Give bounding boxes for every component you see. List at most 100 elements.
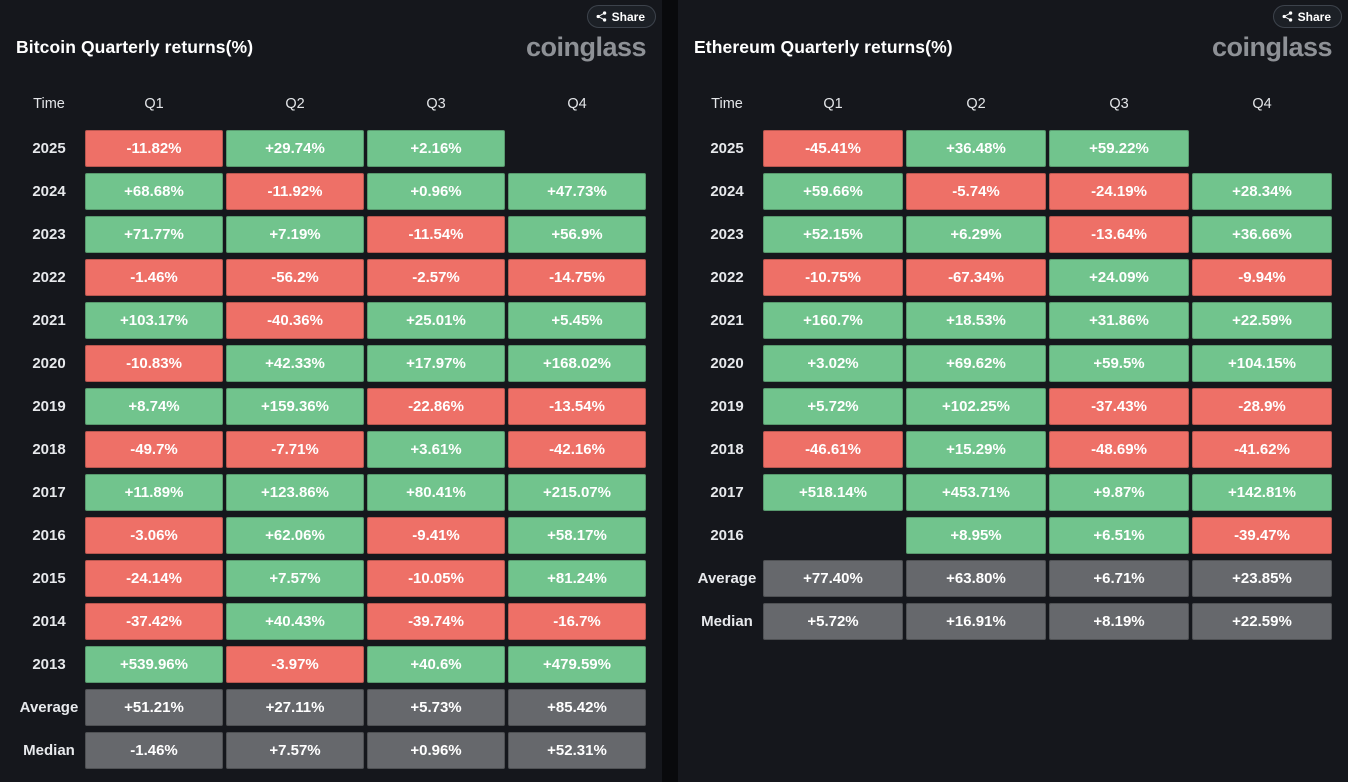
- return-cell: -41.62%: [1192, 431, 1332, 468]
- share-button[interactable]: Share: [1272, 5, 1342, 28]
- return-cell: +5.45%: [508, 302, 646, 339]
- share-button[interactable]: Share: [586, 5, 656, 28]
- table-row: Median +5.72% +16.91% +8.19% +22.59%: [694, 603, 1332, 640]
- row-label: 2019: [32, 398, 66, 415]
- return-cell: +22.59%: [1192, 603, 1332, 640]
- return-cell: -10.83%: [85, 345, 223, 382]
- return-cell: +36.48%: [906, 130, 1046, 167]
- return-cell: +47.73%: [508, 173, 646, 210]
- column-header-time: Time: [711, 96, 743, 112]
- return-cell: -1.46%: [85, 259, 223, 296]
- table-row: 2016 -3.06% +62.06% -9.41% +58.17%: [16, 517, 646, 554]
- table-row: 2020 +3.02% +69.62% +59.5% +104.15%: [694, 345, 1332, 382]
- table-header: Time Q1 Q2 Q3 Q4: [694, 94, 1332, 114]
- return-cell: +59.5%: [1049, 345, 1189, 382]
- return-cell: +7.57%: [226, 732, 364, 769]
- row-label: 2016: [32, 527, 66, 544]
- table-row: 2022 -10.75% -67.34% +24.09% -9.94%: [694, 259, 1332, 296]
- return-cell: +6.51%: [1049, 517, 1189, 554]
- return-cell: +7.57%: [226, 560, 364, 597]
- return-cell: +68.68%: [85, 173, 223, 210]
- row-label: 2019: [710, 398, 744, 415]
- return-cell: -49.7%: [85, 431, 223, 468]
- return-cell: +36.66%: [1192, 216, 1332, 253]
- return-cell: -39.47%: [1192, 517, 1332, 554]
- page-title: Bitcoin Quarterly returns(%): [16, 36, 254, 57]
- return-cell: -67.34%: [906, 259, 1046, 296]
- table-row: 2014 -37.42% +40.43% -39.74% -16.7%: [16, 603, 646, 640]
- return-cell: +29.74%: [226, 130, 364, 167]
- return-cell: -22.86%: [367, 388, 505, 425]
- return-cell: -28.9%: [1192, 388, 1332, 425]
- return-cell: +25.01%: [367, 302, 505, 339]
- table-row: 2023 +52.15% +6.29% -13.64% +36.66%: [694, 216, 1332, 253]
- return-cell: -39.74%: [367, 603, 505, 640]
- row-label: 2024: [710, 183, 744, 200]
- return-cell: +2.16%: [367, 130, 505, 167]
- return-cell: +16.91%: [906, 603, 1046, 640]
- return-cell: +11.89%: [85, 474, 223, 511]
- return-cell: +22.59%: [1192, 302, 1332, 339]
- return-cell: +8.19%: [1049, 603, 1189, 640]
- return-cell: -2.57%: [367, 259, 505, 296]
- panel-header: Bitcoin Quarterly returns(%) coinglass: [16, 0, 647, 61]
- column-header-q1: Q1: [823, 96, 843, 112]
- return-cell: -48.69%: [1049, 431, 1189, 468]
- return-cell: -9.41%: [367, 517, 505, 554]
- row-label: Average: [697, 570, 757, 587]
- return-cell: +123.86%: [226, 474, 364, 511]
- return-cell: +3.02%: [763, 345, 903, 382]
- table-row: 2020 -10.83% +42.33% +17.97% +168.02%: [16, 345, 646, 382]
- table-row: 2013 +539.96% -3.97% +40.6% +479.59%: [16, 646, 646, 683]
- table-row: 2018 -46.61% +15.29% -48.69% -41.62%: [694, 431, 1332, 468]
- return-cell: +160.7%: [763, 302, 903, 339]
- return-cell: -10.05%: [367, 560, 505, 597]
- table-body: 2025 -11.82% +29.74% +2.16% 2024 +68.68% -11.9…: [16, 130, 646, 769]
- share-icon: [1282, 11, 1292, 22]
- return-cell: -24.14%: [85, 560, 223, 597]
- table-row: 2021 +160.7% +18.53% +31.86% +22.59%: [694, 302, 1332, 339]
- table-row: 2024 +59.66% -5.74% -24.19% +28.34%: [694, 173, 1332, 210]
- share-icon: [596, 11, 606, 22]
- return-cell: +18.53%: [906, 302, 1046, 339]
- return-cell: +215.07%: [508, 474, 646, 511]
- table-row: Average +51.21% +27.11% +5.73% +85.42%: [16, 689, 646, 726]
- table-row: 2016 +8.95% +6.51% -39.47%: [694, 517, 1332, 554]
- row-label: 2013: [32, 656, 66, 673]
- return-cell: +453.71%: [906, 474, 1046, 511]
- return-cell: -10.75%: [763, 259, 903, 296]
- table-row: 2019 +8.74% +159.36% -22.86% -13.54%: [16, 388, 646, 425]
- row-label: 2021: [710, 312, 744, 329]
- return-cell: +81.24%: [508, 560, 646, 597]
- row-label: Average: [19, 699, 79, 716]
- return-cell: +56.9%: [508, 216, 646, 253]
- return-cell: +5.73%: [367, 689, 505, 726]
- return-cell: +518.14%: [763, 474, 903, 511]
- return-cell: +6.71%: [1049, 560, 1189, 597]
- return-cell: +479.59%: [508, 646, 646, 683]
- return-cell: -13.64%: [1049, 216, 1189, 253]
- return-cell: +5.72%: [763, 388, 903, 425]
- return-cell: +142.81%: [1192, 474, 1332, 511]
- return-cell: -14.75%: [508, 259, 646, 296]
- empty-cell: [1192, 130, 1332, 167]
- return-cell: -3.97%: [226, 646, 364, 683]
- coinglass-logo: coinglass: [1211, 32, 1333, 62]
- return-cell: +104.15%: [1192, 345, 1332, 382]
- return-cell: -5.74%: [906, 173, 1046, 210]
- return-cell: -16.7%: [508, 603, 646, 640]
- table-row: 2021 +103.17% -40.36% +25.01% +5.45%: [16, 302, 646, 339]
- bitcoin-returns-panel: Share Bitcoin Quarterly returns(%) coing…: [0, 0, 662, 782]
- empty-cell: [508, 130, 646, 167]
- return-cell: -13.54%: [508, 388, 646, 425]
- row-label: 2018: [32, 441, 66, 458]
- table-row: 2023 +71.77% +7.19% -11.54% +56.9%: [16, 216, 646, 253]
- return-cell: +0.96%: [367, 173, 505, 210]
- return-cell: +24.09%: [1049, 259, 1189, 296]
- table-row: 2019 +5.72% +102.25% -37.43% -28.9%: [694, 388, 1332, 425]
- return-cell: +15.29%: [906, 431, 1046, 468]
- row-label: 2020: [32, 355, 66, 372]
- share-label: Share: [1297, 9, 1331, 24]
- return-cell: -37.43%: [1049, 388, 1189, 425]
- share-label: Share: [611, 9, 645, 24]
